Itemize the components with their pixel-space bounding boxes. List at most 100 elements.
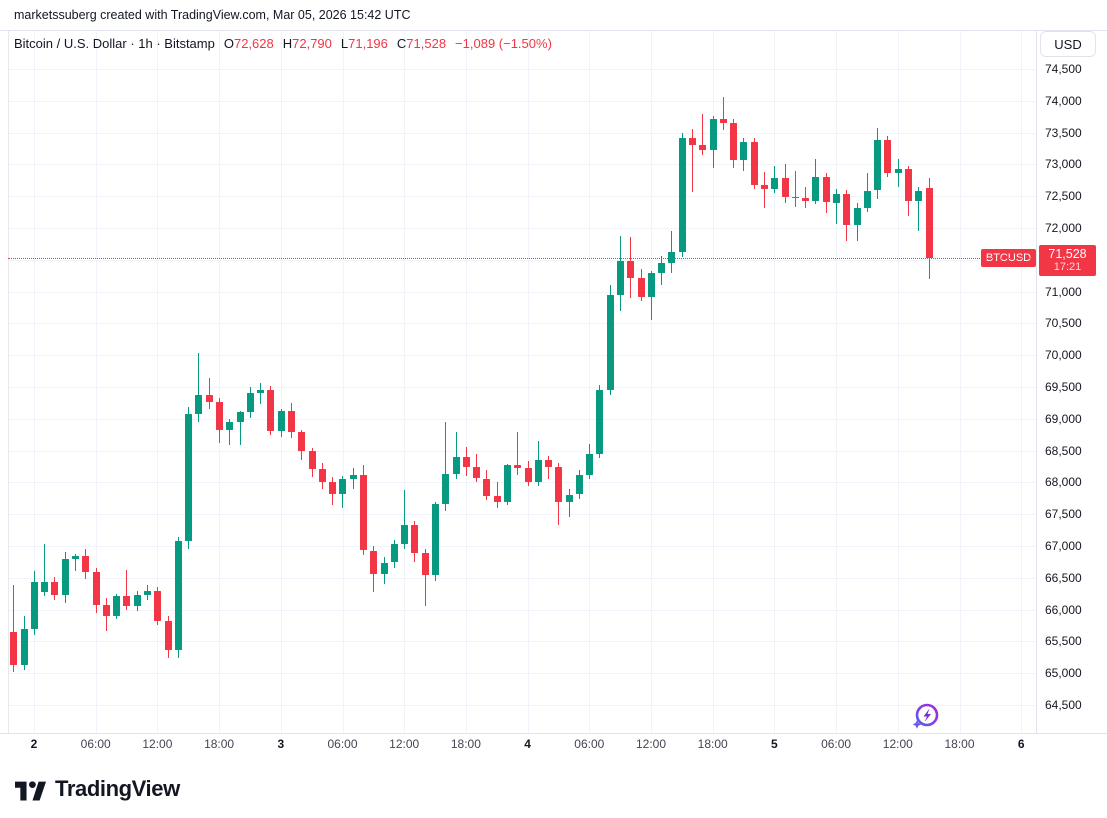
price-grid-line: [8, 673, 1036, 675]
candle-wick: [898, 158, 899, 188]
candle-up: [535, 460, 542, 482]
time-axis[interactable]: [0, 733, 1107, 759]
candle-up: [668, 252, 675, 263]
candle-down: [473, 467, 480, 479]
candle-down: [309, 451, 316, 469]
candle-down: [843, 193, 850, 226]
time-grid-line: [342, 30, 344, 733]
time-grid-line: [712, 30, 714, 733]
candle-down: [288, 410, 295, 433]
price-axis-label: 65,000: [1045, 666, 1082, 681]
time-axis-label: 06:00: [574, 737, 605, 751]
candle-wick: [13, 584, 14, 672]
candle-wick: [445, 422, 446, 511]
candle-wick: [795, 170, 796, 208]
candle-down: [627, 261, 634, 279]
candle-down: [792, 196, 799, 199]
time-grid-line: [1021, 30, 1023, 733]
candle-down: [154, 590, 161, 621]
candle-wick: [918, 187, 919, 232]
candle-up: [812, 177, 819, 201]
price-grid-line: [8, 164, 1036, 166]
candle-up: [740, 141, 747, 160]
candle-wick: [702, 113, 703, 155]
candle-down: [267, 390, 274, 431]
time-axis-label: 06:00: [821, 737, 852, 751]
price-grid-line: [8, 228, 1036, 229]
price-grid-line: [8, 450, 1036, 452]
candle-down: [525, 468, 532, 482]
attribution-bar: marketssuberg created with TradingView.c…: [0, 0, 1107, 31]
candle-wick: [723, 97, 724, 131]
candle-wick: [692, 128, 693, 193]
candle-up: [350, 474, 357, 479]
time-grid-line: [157, 30, 159, 733]
candle-up: [144, 590, 151, 595]
candle-down: [802, 198, 809, 201]
candle-up: [453, 457, 460, 475]
ohlc-close: C71,528: [396, 36, 447, 51]
candle-down: [329, 481, 336, 494]
quick-action-lightning-icon[interactable]: [908, 700, 942, 732]
candle-up: [381, 562, 388, 574]
candle-up: [576, 474, 583, 495]
candle-up: [226, 422, 233, 431]
candle-down: [360, 474, 367, 551]
candle-up: [195, 394, 202, 415]
time-grid-line: [897, 30, 899, 733]
time-axis-label: 4: [524, 737, 531, 751]
candle-wick: [671, 230, 672, 274]
candle-down: [782, 177, 789, 197]
currency-unit-button[interactable]: USD: [1040, 31, 1096, 57]
price-axis-label: 66,500: [1045, 570, 1082, 585]
candle-up: [874, 140, 881, 191]
price-grid-line: [8, 100, 1036, 102]
candle-down: [51, 581, 58, 595]
price-axis-label: 72,000: [1045, 221, 1082, 235]
time-axis-label: 18:00: [204, 737, 235, 751]
candle-up: [339, 478, 346, 494]
time-axis-label: 2: [30, 737, 38, 751]
price-axis-label: 73,000: [1045, 157, 1082, 172]
tradingview-logo[interactable]: TradingView: [15, 776, 180, 802]
price-axis-label: 66,000: [1045, 602, 1082, 617]
candle-up: [596, 389, 603, 454]
candle-up: [504, 465, 511, 503]
candle-wick: [404, 490, 405, 550]
candle-wick: [569, 488, 570, 518]
candle-down: [411, 525, 418, 553]
price-grid-line: [8, 418, 1036, 420]
current-price-line: [8, 258, 1036, 259]
candle-up: [864, 190, 871, 208]
pane-left-border: [8, 30, 9, 733]
candle-wick: [497, 482, 498, 508]
last-price-value: 71,528: [1048, 247, 1087, 261]
time-grid-line: [959, 30, 961, 733]
candle-down: [165, 621, 172, 650]
candle-up: [185, 414, 192, 541]
candle-down: [730, 123, 737, 160]
candle-down: [422, 553, 429, 576]
price-axis[interactable]: 74,500 74,000 73,500 73,000 72,500 72,000 71,5…: [1037, 30, 1107, 733]
candle-down: [689, 138, 696, 146]
candle-wick: [229, 419, 230, 446]
candle-down: [483, 478, 490, 496]
price-grid-line: [8, 705, 1036, 706]
candle-down: [720, 119, 727, 123]
time-axis-label: 12:00: [635, 737, 667, 751]
time-axis-label: 5: [771, 737, 778, 751]
price-axis-label: 67,000: [1045, 539, 1082, 553]
ohlc-open: O72,628: [223, 36, 274, 51]
candle-up: [391, 544, 398, 563]
candle-up: [432, 504, 439, 576]
candle-down: [93, 572, 100, 606]
candle-wick: [260, 383, 261, 405]
symbol-legend[interactable]: Bitcoin / U.S. Dollar · 1h · Bitstamp O7…: [14, 36, 552, 51]
price-axis-label: 72,500: [1045, 189, 1082, 204]
price-axis-label: 70,000: [1045, 348, 1082, 363]
candle-down: [319, 469, 326, 482]
candle-down: [123, 596, 130, 607]
candle-wick: [209, 377, 210, 410]
candle-wick: [198, 353, 199, 422]
